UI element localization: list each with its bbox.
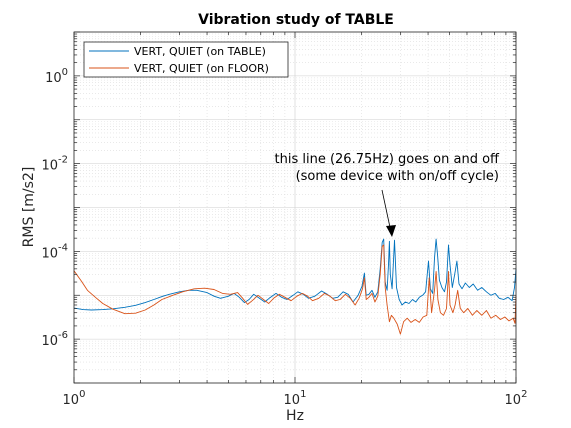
legend-box [83, 41, 289, 78]
series-lines [73, 238, 517, 335]
x-tick-label: 101 [284, 389, 307, 408]
annotation-arrow-shaft [381, 189, 392, 233]
x-tick-label: 102 [505, 389, 528, 408]
x-tick-labels: 100 101 102 [63, 389, 528, 408]
x-tick-label: 100 [63, 389, 86, 408]
y-tick-label: 10-6 [41, 330, 68, 349]
annotation: this line (26.75Hz) goes on and off (som… [275, 152, 501, 237]
legend-label-floor: VERT, QUIET (on FLOOR) [134, 62, 269, 75]
y-tick-label: 10-4 [41, 242, 68, 261]
y-tick-labels: 10-6 10-4 10-2 100 [41, 67, 68, 349]
y-tick-label: 10-2 [41, 155, 68, 174]
legend: VERT, QUIET (on TABLE) VERT, QUIET (on F… [83, 41, 289, 78]
chart-title: Vibration study of TABLE [198, 12, 394, 28]
y-axis-label: RMS [m/s2] [21, 167, 37, 248]
series-line-floor [73, 244, 517, 335]
annotation-line1: this line (26.75Hz) goes on and off [275, 152, 501, 167]
annotation-arrowhead [386, 225, 396, 237]
axis-ticks [73, 31, 517, 384]
x-axis-label: Hz [286, 408, 304, 424]
legend-label-table: VERT, QUIET (on TABLE) [134, 45, 266, 58]
plot-area [73, 31, 517, 384]
y-tick-label: 100 [45, 67, 68, 86]
annotation-line2: (some device with on/off cycle) [296, 169, 499, 184]
